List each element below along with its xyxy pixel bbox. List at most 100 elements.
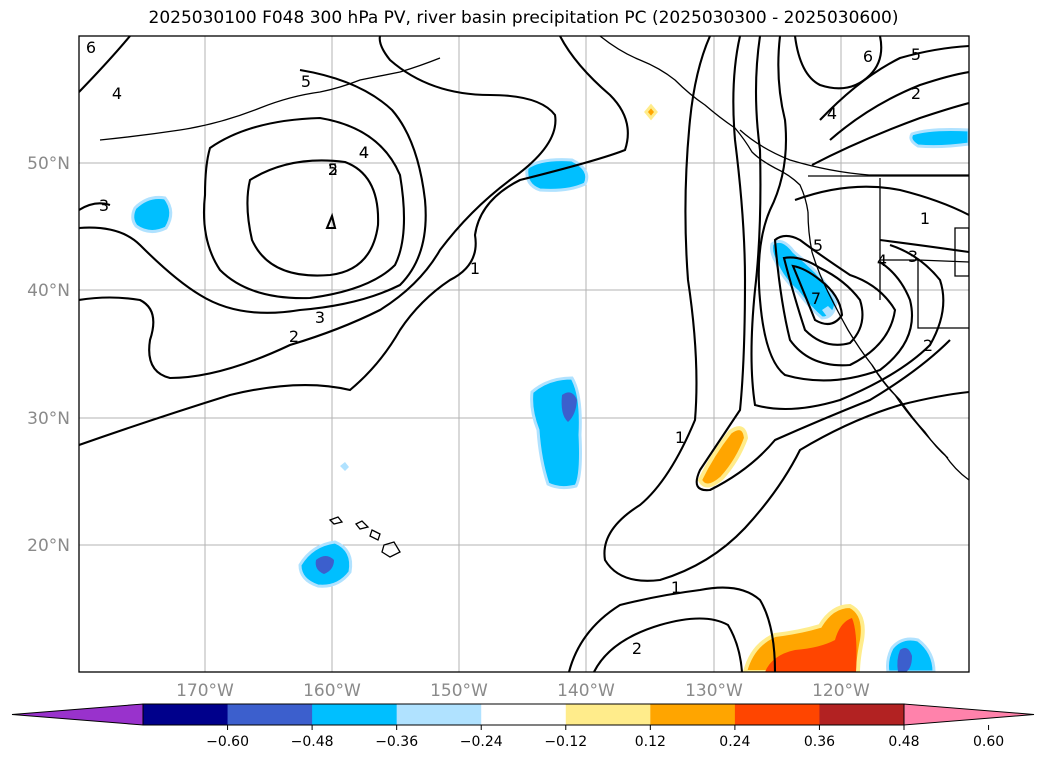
- colorbar-swatch: [650, 704, 736, 725]
- island-hawaii-3: [369, 529, 381, 541]
- contour-1-east: [603, 36, 969, 582]
- lat-label: 30°N: [27, 409, 70, 429]
- contour-label: 4: [359, 143, 369, 162]
- anomaly-blue-spot-hawaii: [340, 462, 349, 471]
- map-border: [78, 35, 970, 673]
- contour-3-east: [750, 36, 945, 411]
- lat-labels: 50°N 40°N 30°N 20°N: [27, 154, 70, 556]
- contour-label: 3: [908, 247, 918, 266]
- contour-east-arc-4: [819, 44, 969, 121]
- colorbar-tick-label: 0.48: [888, 734, 919, 750]
- colorbar-tick-label: −0.24: [460, 734, 503, 750]
- contour-3-ring: [79, 68, 427, 314]
- island-hawaii-4: [381, 541, 401, 558]
- colorbar-tick-label: −0.60: [206, 734, 249, 750]
- contour-4-top: [79, 36, 131, 93]
- lat-label: 50°N: [27, 154, 70, 174]
- colorbar-tick-label: −0.12: [544, 734, 587, 750]
- contour-label: 2: [923, 336, 933, 355]
- colorbar: −0.60 −0.48 −0.36 −0.24 −0.12 0.12 0.24 0.36 0.4…: [11, 703, 1035, 750]
- anomaly-red-south: [765, 618, 857, 672]
- coast-baja: [871, 364, 949, 459]
- contour-5-ring: [246, 159, 380, 277]
- anomaly-darkblue-central: [561, 392, 577, 422]
- contour-2: [79, 36, 557, 380]
- contour-7-east: [791, 264, 844, 326]
- anomaly-blue-west: [131, 196, 173, 233]
- contour-label: 1: [675, 428, 685, 447]
- contour-label: 6: [863, 47, 873, 66]
- map-frame-bg: [79, 36, 969, 672]
- contour-label: 2: [911, 84, 921, 103]
- anomaly-darkblue-southeast: [897, 648, 912, 672]
- contour-label: 3: [315, 308, 325, 327]
- anomaly-orange-east: [697, 426, 749, 488]
- colorbar-swatch: [734, 704, 820, 725]
- contour-1: [79, 36, 629, 446]
- contour-label: 1: [470, 259, 480, 278]
- contour-label: 5: [911, 45, 921, 64]
- lat-label: 20°N: [27, 536, 70, 556]
- contour-label: 5: [301, 72, 311, 91]
- colorbar-swatch: [143, 704, 229, 725]
- contour-label: 1: [671, 578, 681, 597]
- contour-4-ring: [202, 116, 406, 300]
- anomaly-blue-northeast: [909, 128, 969, 149]
- contour-label: 4: [827, 104, 837, 123]
- anomaly-yellow-spot: [644, 103, 658, 121]
- contour-south-2: [593, 617, 744, 672]
- map-title: 2025030100 F048 300 hPa PV, river basin …: [148, 8, 899, 28]
- lon-label: 160°W: [303, 681, 361, 701]
- contour-label: 3: [99, 196, 109, 215]
- colorbar-extend-max: [903, 703, 1035, 726]
- colorbar-swatch: [312, 704, 398, 725]
- contour-east-arc-3: [829, 70, 969, 141]
- contour-east-arc-5: [879, 238, 969, 254]
- colorbar-swatch: [396, 704, 482, 725]
- colorbar-border: [142, 703, 905, 726]
- contour-label: 7: [811, 289, 821, 308]
- contour-6-east: [782, 256, 864, 346]
- contour-label: 2: [289, 327, 299, 346]
- contour-label: 6: [86, 38, 96, 57]
- contour-small-ring: [325, 212, 337, 230]
- coast-bc-canada: [739, 129, 969, 176]
- contour-label: 5: [328, 160, 338, 179]
- lon-label: 170°W: [176, 681, 234, 701]
- colorbar-tick-label: 0.24: [719, 734, 750, 750]
- colorbar-swatch: [227, 704, 313, 725]
- contour-5-east: [773, 36, 897, 367]
- colorbar-tick-label: 0.12: [635, 734, 666, 750]
- island-hawaii-2: [354, 520, 370, 530]
- anomaly-darkblue-hawaii: [315, 556, 334, 574]
- lon-label: 150°W: [430, 681, 488, 701]
- contour-east-arc-1: [794, 185, 969, 216]
- graticule: [79, 36, 969, 672]
- contour-label: 2: [632, 639, 642, 658]
- contour-east-arc-2: [811, 101, 969, 166]
- contour-label: 5: [813, 236, 823, 255]
- coast-aleutians: [99, 57, 441, 141]
- contour-label: 4: [359, 143, 369, 162]
- lat-label: 40°N: [27, 281, 70, 301]
- colorbar-tick-label: 0.36: [804, 734, 835, 750]
- lon-labels: 170°W 160°W 150°W 140°W 130°W 120°W: [176, 681, 870, 701]
- contour-2-east: [695, 36, 951, 492]
- contour-label: 4: [112, 84, 122, 103]
- colorbar-swatch: [819, 704, 905, 725]
- colorbar-swatch: [565, 704, 651, 725]
- lon-label: 120°W: [812, 681, 870, 701]
- contour-4-east: [757, 36, 914, 382]
- colorbar-extend-min: [11, 703, 144, 726]
- anomaly-blue-spot-baja: [822, 306, 834, 318]
- contour-label: 2: [328, 160, 338, 179]
- lon-label: 130°W: [685, 681, 743, 701]
- colorbar-swatch: [481, 704, 567, 725]
- colorbar-tick-label: −0.36: [375, 734, 418, 750]
- colorbar-tick-label: −0.48: [291, 734, 334, 750]
- pv-contours: [79, 36, 969, 672]
- lon-label: 140°W: [557, 681, 615, 701]
- island-hawaii-1: [328, 516, 344, 525]
